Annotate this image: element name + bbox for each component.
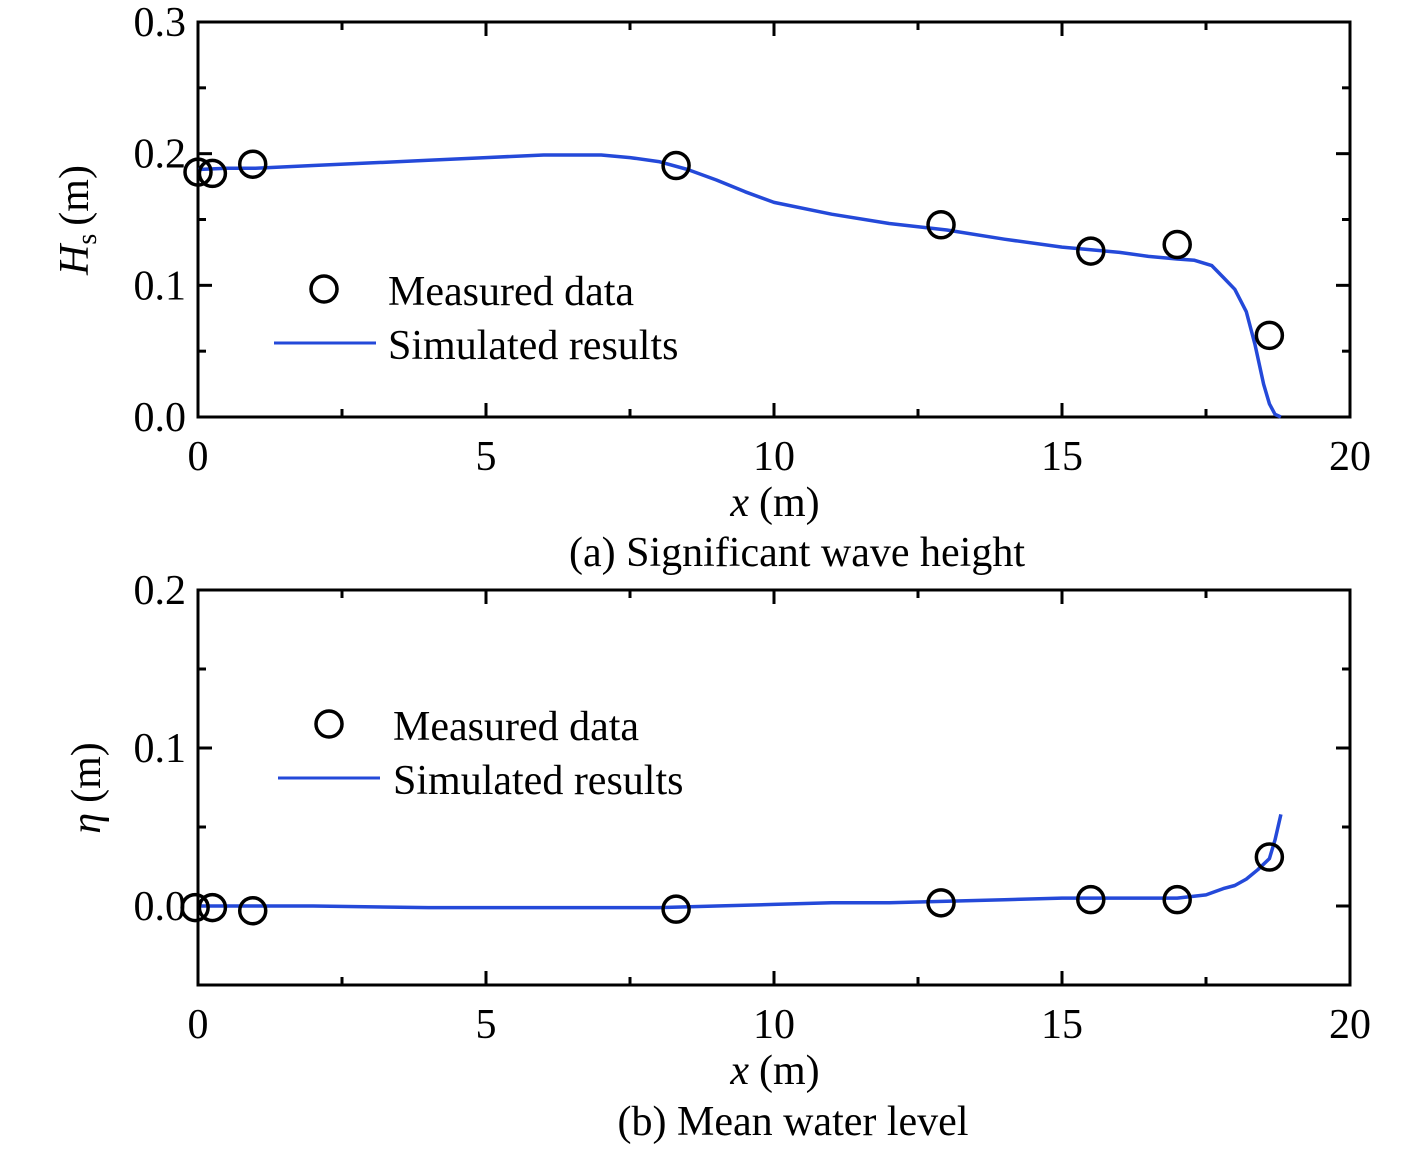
measured-data-point	[197, 158, 228, 189]
y-tick-label: 0.1	[134, 726, 187, 772]
panel-b: 0 5 10 15 20 0.0 0.1 0.2 η(m) x (m) (b) Mean wat…	[64, 568, 1371, 1145]
measured-data-point	[1254, 320, 1285, 351]
measured-data-point	[237, 895, 268, 926]
measured-data-point	[1162, 229, 1192, 260]
panel-b-legend-simulated-label: Simulated results	[393, 758, 683, 804]
measured-data-point	[661, 150, 691, 181]
panel-b-plot	[180, 814, 1285, 926]
panel-a-ticks	[196, 20, 1352, 419]
x-tick-label: 15	[1041, 1002, 1083, 1048]
panel-b-y-axis-title: η(m)	[64, 742, 110, 834]
panel-a-legend: Measured data Simulated results	[274, 269, 678, 369]
panel-a-plot	[183, 149, 1285, 419]
y-tick-label: 0.3	[134, 0, 187, 46]
x-tick-label: 0	[188, 434, 209, 480]
panel-a-caption: (a) Significant wave height	[569, 530, 1025, 576]
panel-b-frame	[196, 588, 1352, 987]
measured-data-point	[1162, 884, 1192, 915]
measured-data-point	[661, 894, 691, 924]
panel-a-legend-circle-marker	[309, 274, 339, 304]
measured-data-point	[183, 157, 213, 187]
simulated-results-line	[198, 814, 1283, 910]
y-tick-label: 0.0	[134, 884, 187, 930]
measured-data-point	[1076, 884, 1106, 915]
x-tick-label: 0	[188, 1002, 209, 1048]
measured-data-point	[1254, 842, 1285, 872]
measured-data-point	[1076, 236, 1106, 266]
x-tick-label: 20	[1329, 1002, 1371, 1048]
panel-a-legend-measured-label: Measured data	[388, 269, 634, 315]
x-tick-label: 5	[476, 434, 497, 480]
y-tick-label: 0.1	[134, 263, 187, 309]
measured-data-point	[197, 892, 228, 923]
y-tick-label: 0.0	[134, 395, 187, 441]
x-tick-label: 15	[1041, 434, 1083, 480]
panel-a-y-axis-title: Hs(m)	[52, 165, 103, 276]
panel-b-legend-circle-marker	[314, 709, 344, 739]
measured-data-point	[237, 149, 268, 179]
x-tick-label: 20	[1329, 434, 1371, 480]
measured-data-point	[926, 888, 956, 918]
panel-a-legend-simulated-label: Simulated results	[388, 323, 678, 369]
x-tick-label: 10	[753, 1002, 795, 1048]
y-tick-label: 0.2	[134, 132, 187, 178]
panel-b-tick-labels: 0 5 10 15 20 0.0 0.1 0.2	[134, 568, 1372, 1048]
y-tick-label: 0.2	[134, 568, 187, 614]
panel-a-tick-labels: 0 5 10 15 20 0.0 0.1 0.2 0.3	[134, 0, 1372, 480]
measured-data-point	[180, 892, 210, 923]
panel-b-caption: (b) Mean water level	[618, 1099, 969, 1145]
panel-a: 0 5 10 15 20 0.0 0.1 0.2 0.3 Hs(m) x (m) (a) Sign…	[52, 0, 1371, 576]
simulated-results-line	[197, 153, 1282, 419]
panel-b-ticks	[196, 588, 1352, 987]
panel-a-frame	[196, 20, 1352, 419]
x-tick-label: 10	[753, 434, 795, 480]
panel-b-legend: Measured data Simulated results	[278, 704, 683, 804]
panel-b-x-axis-title: x (m)	[729, 1048, 819, 1094]
x-tick-label: 5	[476, 1002, 497, 1048]
panel-a-x-axis-title: x (m)	[729, 480, 819, 526]
measured-data-point	[926, 210, 956, 240]
panel-b-legend-measured-label: Measured data	[393, 704, 639, 750]
